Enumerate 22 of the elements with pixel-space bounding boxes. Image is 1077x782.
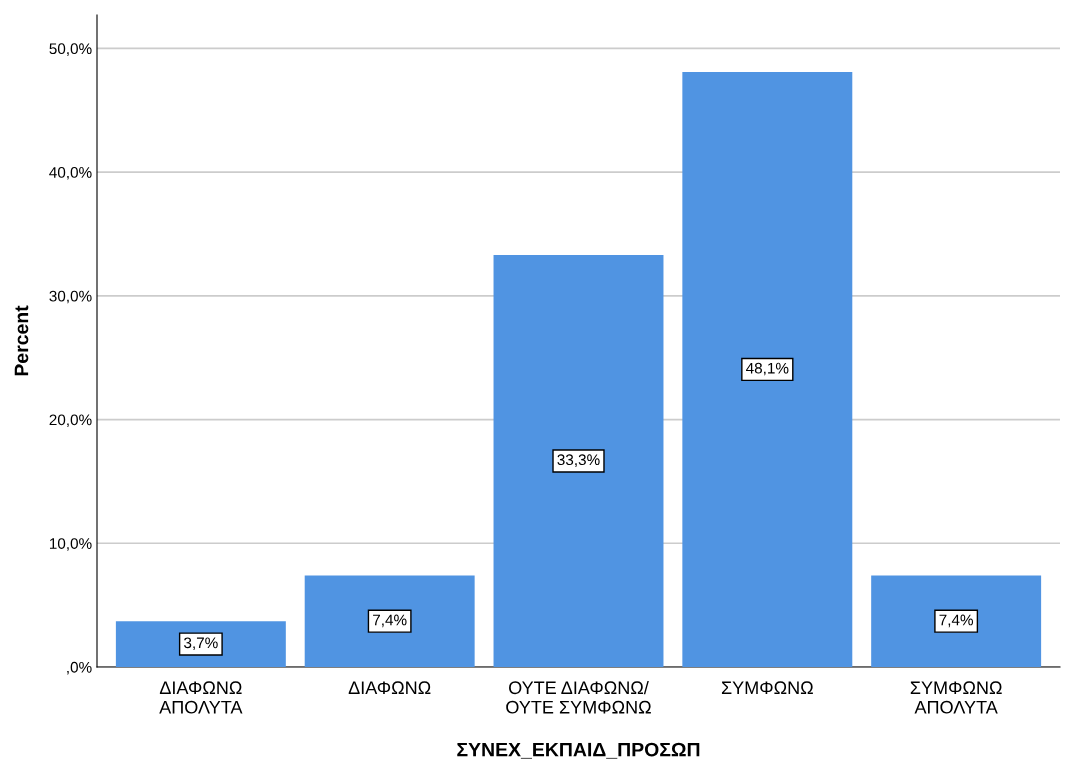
bar (304, 575, 475, 667)
x-tick-label: ΣΥΜΦΩΝΩ (721, 681, 813, 695)
y-tick-label: 40,0% (49, 166, 92, 180)
data-label: 7,4% (939, 614, 974, 628)
x-axis-title: ΣΥΝΕΧ_ΕΚΠΑΙΔ_ΠΡΟΣΩΠ (457, 742, 700, 759)
data-label: 33,3% (557, 454, 600, 467)
bar (682, 71, 853, 667)
y-axis-title: Percent (14, 305, 29, 376)
y-tick-label: 30,0% (49, 290, 92, 304)
x-tick-label: ΣΥΜΦΩΝΩ ΑΠΟΛΥΤΑ (910, 681, 1002, 714)
data-label: 48,1% (746, 362, 789, 376)
data-label: 7,4% (373, 614, 407, 628)
bar (493, 255, 664, 667)
y-tick-label: ,0% (67, 661, 92, 675)
x-tick-label: ΔΙΑΦΩΝΩ (348, 681, 431, 695)
y-tick-label: 50,0% (49, 43, 92, 56)
y-tick-label: 10,0% (49, 538, 92, 551)
data-label: 3,7% (184, 637, 218, 651)
x-tick-label: ΔΙΑΦΩΝΩ ΑΠΟΛΥΤΑ (159, 681, 243, 714)
y-tick-label: 20,0% (49, 414, 92, 428)
x-tick-label: ΟΥΤΕ ΔΙΑΦΩΝΩ/ ΟΥΤΕ ΣΥΜΦΩΝΩ (506, 680, 651, 714)
bar (871, 575, 1042, 667)
